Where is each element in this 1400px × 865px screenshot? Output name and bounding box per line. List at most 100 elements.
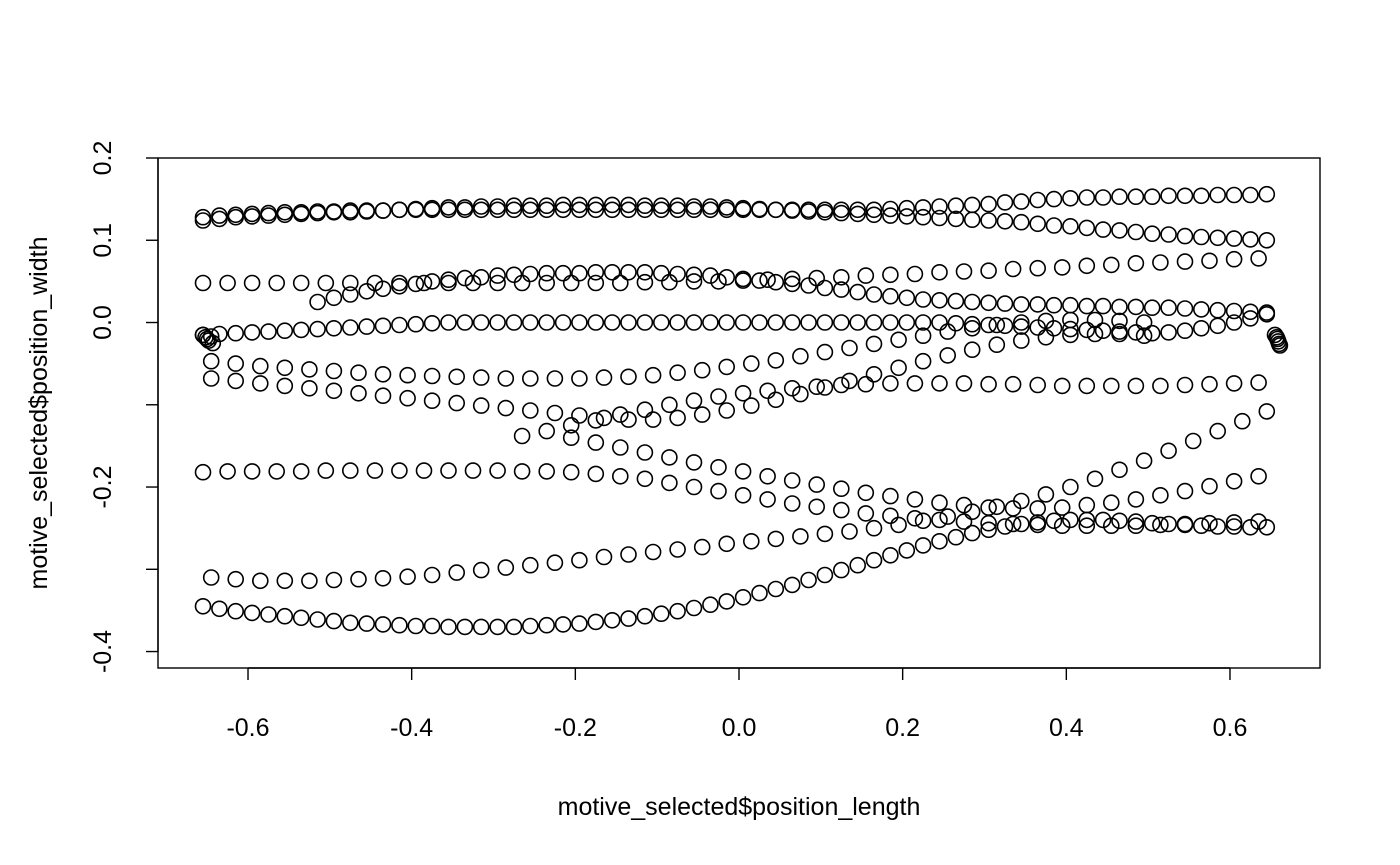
data-point bbox=[538, 274, 556, 292]
data-point bbox=[751, 272, 768, 289]
data-point bbox=[865, 201, 883, 219]
data-point bbox=[996, 317, 1014, 335]
data-point bbox=[243, 274, 261, 292]
data-point bbox=[603, 201, 621, 219]
data-point bbox=[423, 566, 441, 584]
data-point bbox=[472, 268, 490, 286]
data-point bbox=[1127, 513, 1145, 530]
data-point bbox=[1012, 332, 1030, 349]
data-point bbox=[423, 199, 441, 217]
data-point bbox=[1143, 299, 1161, 317]
data-point bbox=[1242, 231, 1259, 248]
data-point bbox=[1012, 213, 1030, 231]
data-point bbox=[1037, 486, 1055, 503]
data-point bbox=[571, 370, 588, 387]
data-point bbox=[219, 463, 236, 480]
data-point bbox=[710, 388, 727, 405]
data-point bbox=[1029, 296, 1046, 313]
data-point bbox=[1086, 311, 1104, 329]
data-point bbox=[710, 482, 727, 500]
data-point bbox=[301, 361, 318, 378]
data-point bbox=[1086, 325, 1104, 343]
data-point bbox=[792, 347, 809, 365]
data-point bbox=[1053, 517, 1071, 535]
data-point bbox=[251, 375, 269, 392]
data-point bbox=[391, 277, 408, 295]
data-point bbox=[350, 364, 367, 382]
data-point bbox=[611, 274, 629, 292]
data-point bbox=[194, 463, 212, 481]
data-point bbox=[759, 491, 776, 508]
data-point bbox=[202, 370, 220, 387]
data-point bbox=[759, 382, 776, 400]
data-point bbox=[816, 314, 834, 331]
data-point bbox=[448, 394, 466, 412]
data-point bbox=[734, 463, 752, 480]
x-axis-label: motive_selected$position_length bbox=[558, 793, 921, 821]
data-point bbox=[1045, 512, 1063, 530]
data-point bbox=[423, 314, 441, 332]
data-point bbox=[464, 462, 482, 479]
y-tick-label: 0.0 bbox=[89, 305, 117, 340]
data-point bbox=[1094, 221, 1112, 238]
data-point bbox=[685, 273, 703, 290]
data-point bbox=[751, 314, 768, 331]
data-point bbox=[1029, 215, 1046, 233]
data-point bbox=[988, 336, 1006, 354]
data-point bbox=[931, 198, 948, 215]
data-point bbox=[1004, 260, 1022, 278]
data-point bbox=[898, 314, 916, 331]
data-point bbox=[260, 207, 277, 224]
data-point bbox=[808, 498, 826, 516]
data-point bbox=[742, 397, 760, 414]
data-point bbox=[693, 361, 711, 379]
data-point bbox=[898, 199, 916, 217]
data-point bbox=[931, 209, 948, 227]
data-point bbox=[1242, 310, 1259, 327]
data-point bbox=[1209, 229, 1226, 247]
data-point bbox=[661, 474, 678, 492]
data-point bbox=[742, 355, 760, 372]
data-point bbox=[1127, 188, 1145, 205]
data-point bbox=[955, 375, 973, 392]
data-point bbox=[898, 208, 916, 225]
data-point bbox=[554, 196, 572, 214]
data-point bbox=[513, 427, 531, 445]
data-point bbox=[832, 268, 850, 286]
data-point bbox=[521, 201, 539, 219]
data-point bbox=[808, 378, 826, 396]
data-point bbox=[882, 375, 899, 392]
data-point bbox=[783, 472, 801, 489]
data-point bbox=[767, 314, 785, 331]
data-point bbox=[849, 314, 867, 331]
y-tick-label: -0.4 bbox=[89, 630, 117, 673]
data-point bbox=[1143, 514, 1161, 532]
y-axis-label: motive_selected$position_width bbox=[25, 237, 53, 590]
data-point bbox=[669, 602, 686, 620]
data-point bbox=[505, 314, 523, 331]
data-point bbox=[882, 287, 899, 305]
data-point bbox=[620, 368, 637, 386]
data-point bbox=[882, 546, 899, 564]
data-point bbox=[1201, 252, 1218, 270]
data-point bbox=[211, 207, 228, 224]
data-point bbox=[1152, 516, 1169, 534]
data-point bbox=[194, 212, 212, 229]
data-point bbox=[546, 370, 564, 387]
data-point bbox=[1029, 514, 1046, 531]
data-point bbox=[521, 556, 539, 574]
data-point bbox=[1127, 223, 1145, 241]
data-point bbox=[980, 375, 997, 393]
data-point bbox=[742, 532, 760, 550]
data-point bbox=[890, 359, 907, 377]
data-point bbox=[669, 364, 686, 382]
data-point bbox=[276, 377, 294, 395]
data-point bbox=[734, 486, 752, 504]
data-point bbox=[849, 201, 867, 219]
data-point bbox=[211, 600, 228, 618]
data-point bbox=[980, 294, 997, 312]
data-point bbox=[407, 315, 425, 333]
data-point bbox=[783, 275, 801, 293]
y-axis: -0.4 -0.2 0.0 0.1 0.2 bbox=[89, 141, 159, 673]
data-point bbox=[200, 332, 217, 349]
